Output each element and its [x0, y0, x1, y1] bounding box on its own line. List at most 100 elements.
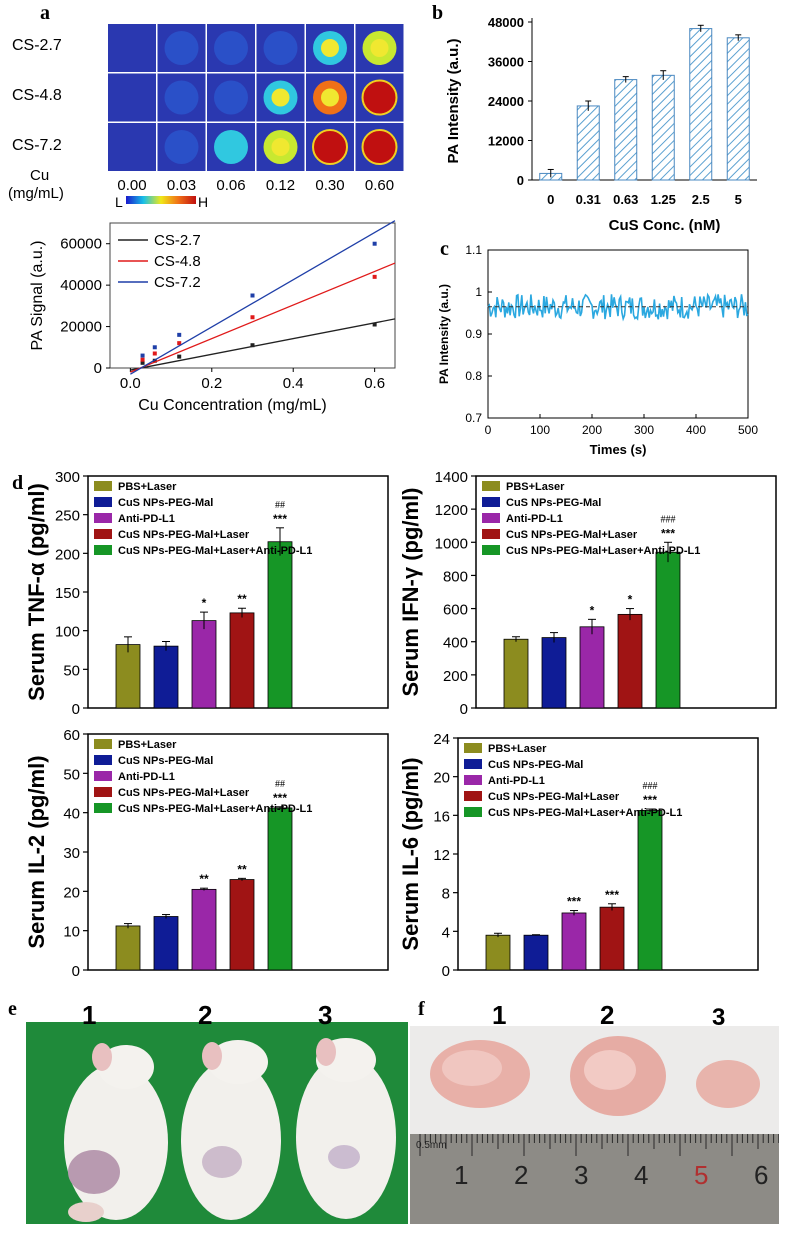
legend-swatch: [464, 759, 482, 769]
bar: [637, 810, 663, 971]
data-point: [140, 357, 145, 362]
legend-label: CuS NPs-PEG-Mal+Laser: [118, 529, 250, 541]
x-tick-label: 0.2: [201, 375, 222, 392]
cu-unit-label: (mg/mL): [8, 185, 64, 202]
x-axis-label: Times (s): [590, 442, 647, 457]
legend-label: PBS+Laser: [488, 743, 547, 755]
bar: [614, 79, 638, 181]
mouse-1-image: [64, 1043, 168, 1222]
y-axis-label: Serum IL-6 (pg/ml): [398, 757, 423, 950]
data-point: [152, 351, 157, 356]
legend-label: Anti-PD-L1: [118, 771, 175, 783]
significance-label: **: [237, 862, 247, 876]
x-tick-label: 300: [634, 423, 654, 437]
panel-label-d: d: [12, 472, 24, 494]
significance-label: ***: [567, 895, 581, 909]
pa-spot-core: [321, 88, 339, 107]
y-axis-label: PA Intensity (a.u.): [445, 38, 462, 163]
bar: [561, 912, 587, 971]
significance-label: ***: [605, 888, 619, 902]
mice-illustration: [64, 1038, 396, 1222]
legend-label: CuS NPs-PEG-Mal+Laser+Anti-PD-L1: [506, 545, 700, 557]
pa-spot-rim: [312, 129, 348, 165]
bar: [191, 888, 217, 971]
y-tick-label: 100: [55, 624, 80, 641]
bar: [153, 916, 179, 971]
data-point: [250, 343, 255, 348]
legend-swatch: [94, 787, 112, 797]
x-tick-label: 100: [530, 423, 550, 437]
x-tick-label: 0.0: [120, 375, 141, 392]
data-point: [152, 345, 157, 350]
x-axis-label: CuS Conc. (nM): [609, 217, 721, 234]
significance-label-2: ###: [643, 781, 658, 792]
pa-column-label: 0.30: [315, 177, 344, 194]
bar: [576, 105, 600, 181]
bar: [267, 807, 293, 971]
y-tick-label: 1200: [435, 502, 468, 519]
tumor-3-image: [696, 1060, 760, 1108]
mouse-2-image: [181, 1040, 281, 1220]
significance-label: *: [590, 603, 595, 617]
y-tick-label: 200: [443, 668, 468, 685]
tumor-photo: [410, 1026, 779, 1224]
legend-swatch: [94, 739, 112, 749]
legend-label: CuS NPs-PEG-Mal+Laser+Anti-PD-L1: [118, 803, 312, 815]
pa-signal-chart: 0 20000 40000 60000 0.0 0.2 0.4 0.6 Cu Concentra…: [29, 220, 396, 414]
pa-spot-rim: [361, 129, 398, 165]
x-tick-label: 0: [547, 192, 554, 207]
y-tick-label: 30: [63, 845, 80, 862]
legend-label: CuS NPs-PEG-Mal: [118, 755, 213, 767]
mouse-label-3: 3: [318, 1000, 333, 1030]
y-tick-label: 0.9: [465, 327, 482, 341]
panel-label-b: b: [432, 2, 444, 24]
tumor-2-image: [570, 1036, 666, 1116]
x-tick-label: 1.25: [651, 192, 676, 207]
legend-swatch: [464, 807, 482, 817]
y-tick-label: 50: [63, 662, 80, 679]
pa-spot: [214, 80, 248, 115]
y-tick-label: 200: [55, 546, 80, 563]
pa-column-label: 0.06: [216, 177, 245, 194]
significance-label-2: ###: [661, 514, 676, 525]
pa-spot: [214, 130, 248, 164]
bar: [191, 620, 217, 709]
y-tick-label: 40: [63, 806, 80, 823]
y-tick-label: 1400: [435, 469, 468, 486]
x-tick-label: 400: [686, 423, 706, 437]
legend-label: Anti-PD-L1: [506, 513, 563, 525]
legend-label: CS-2.7: [154, 232, 201, 249]
legend-swatch: [94, 803, 112, 813]
row-label-cs27: CS-2.7: [12, 37, 62, 54]
y-tick-label: 60: [63, 727, 80, 744]
pa-spot-core: [271, 138, 290, 156]
x-tick-label: 0.4: [283, 375, 304, 392]
pa-column-label: 0.12: [266, 177, 295, 194]
legend-label: PBS+Laser: [118, 739, 177, 751]
fit-line: [130, 262, 396, 373]
legend-label: PBS+Laser: [118, 481, 177, 493]
bar: [726, 37, 750, 181]
y-tick-label: 1000: [435, 535, 468, 552]
y-tick-label: 0: [442, 963, 450, 980]
y-tick-label: 12000: [488, 134, 524, 149]
y-axis-label: PA Intensity (a.u.): [437, 284, 451, 384]
mouse-label-2: 2: [198, 1000, 213, 1030]
legend-swatch: [94, 497, 112, 507]
legend-swatch: [464, 743, 482, 753]
pa-spot: [214, 31, 248, 65]
pa-spot: [362, 130, 397, 164]
bar: [651, 74, 675, 181]
x-tick-label: 0.63: [613, 192, 638, 207]
plot-frame: [487, 249, 749, 419]
pa-column-label: 0.00: [117, 177, 146, 194]
signal-line: [487, 292, 749, 322]
y-tick-label: 40000: [60, 277, 102, 294]
bar: [503, 638, 529, 709]
legend-swatch: [464, 775, 482, 785]
y-tick-label: 150: [55, 585, 80, 602]
legend-swatch: [482, 529, 500, 539]
y-tick-label: 250: [55, 508, 80, 525]
